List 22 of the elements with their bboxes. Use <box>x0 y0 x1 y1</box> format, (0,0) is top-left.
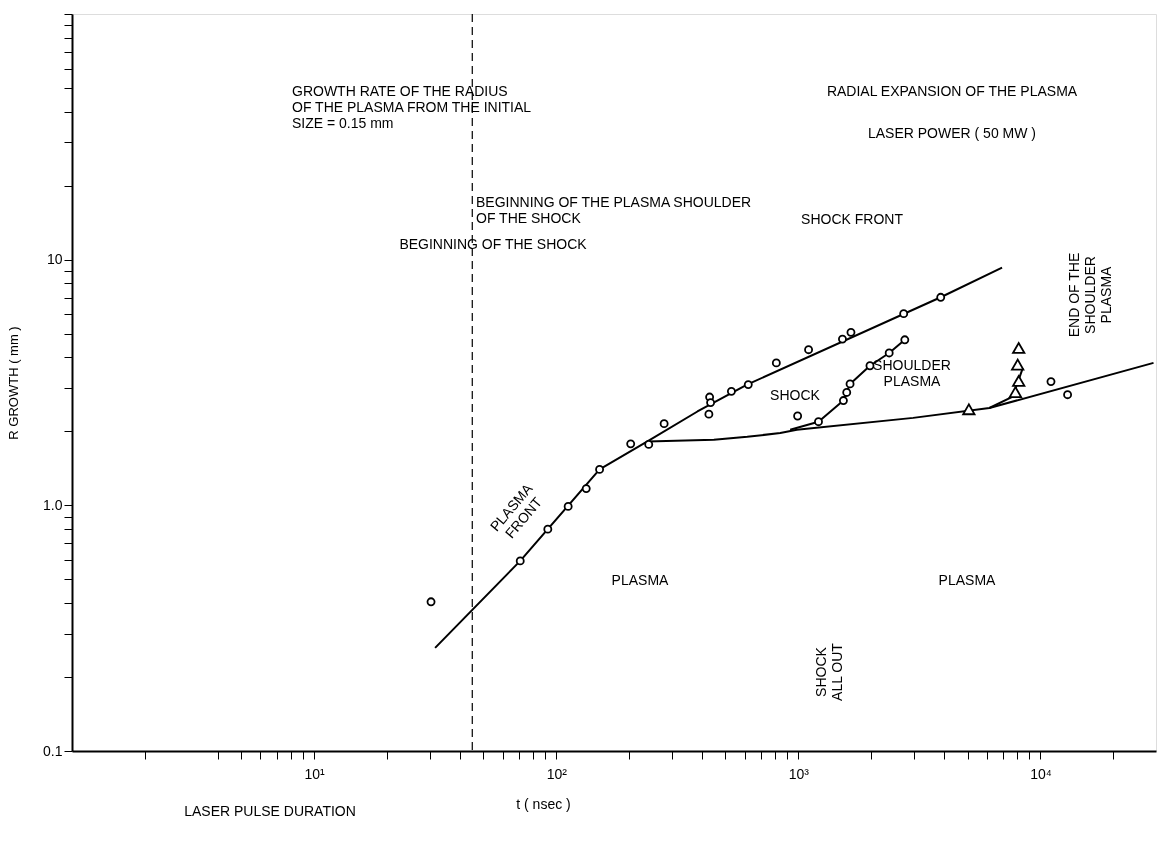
text: RADIAL EXPANSION OF THE PLASMA <box>826 83 1078 99</box>
x-tick-label: 10¹ <box>304 765 326 782</box>
annotation: SHOCK <box>770 387 821 403</box>
annotation: BEGINNING OF THE SHOCK <box>399 236 588 252</box>
annotation: SHOULDER PLASMA <box>873 357 951 389</box>
text: LASER PULSE DURATION <box>184 803 356 819</box>
text: LASER POWER ( 50 MW ) <box>867 125 1037 141</box>
annotation: PLASMA <box>611 572 670 588</box>
y-tick-label: 10 <box>46 251 63 268</box>
x-axis-title: t ( nsec ) <box>516 795 571 812</box>
x-tick-label: 10² <box>546 765 568 782</box>
annotation: BEGINNING OF THE PLASMA SHOULDER OF THE SHOCK <box>476 194 752 226</box>
y-axis-title: R GROWTH ( mm ) <box>6 326 22 440</box>
annotation: SHOCK ALL OUT <box>813 642 845 701</box>
x-tick-label: 10³ <box>788 765 810 782</box>
annotation: GROWTH RATE OF THE RADIUS OF THE PLASMA FROM THE INITIAL SIZE = 0.15 mm <box>292 83 532 131</box>
annotation: PLASMA <box>938 572 997 588</box>
y-tick-label: 1.0 <box>43 496 63 513</box>
annotation: END OF THE SHOULDER PLASMA <box>1066 252 1114 338</box>
annotation: SHOCK FRONT <box>801 211 904 227</box>
y-tick-label: 0.1 <box>43 742 63 759</box>
x-tick-label: 10⁴ <box>1030 765 1052 782</box>
